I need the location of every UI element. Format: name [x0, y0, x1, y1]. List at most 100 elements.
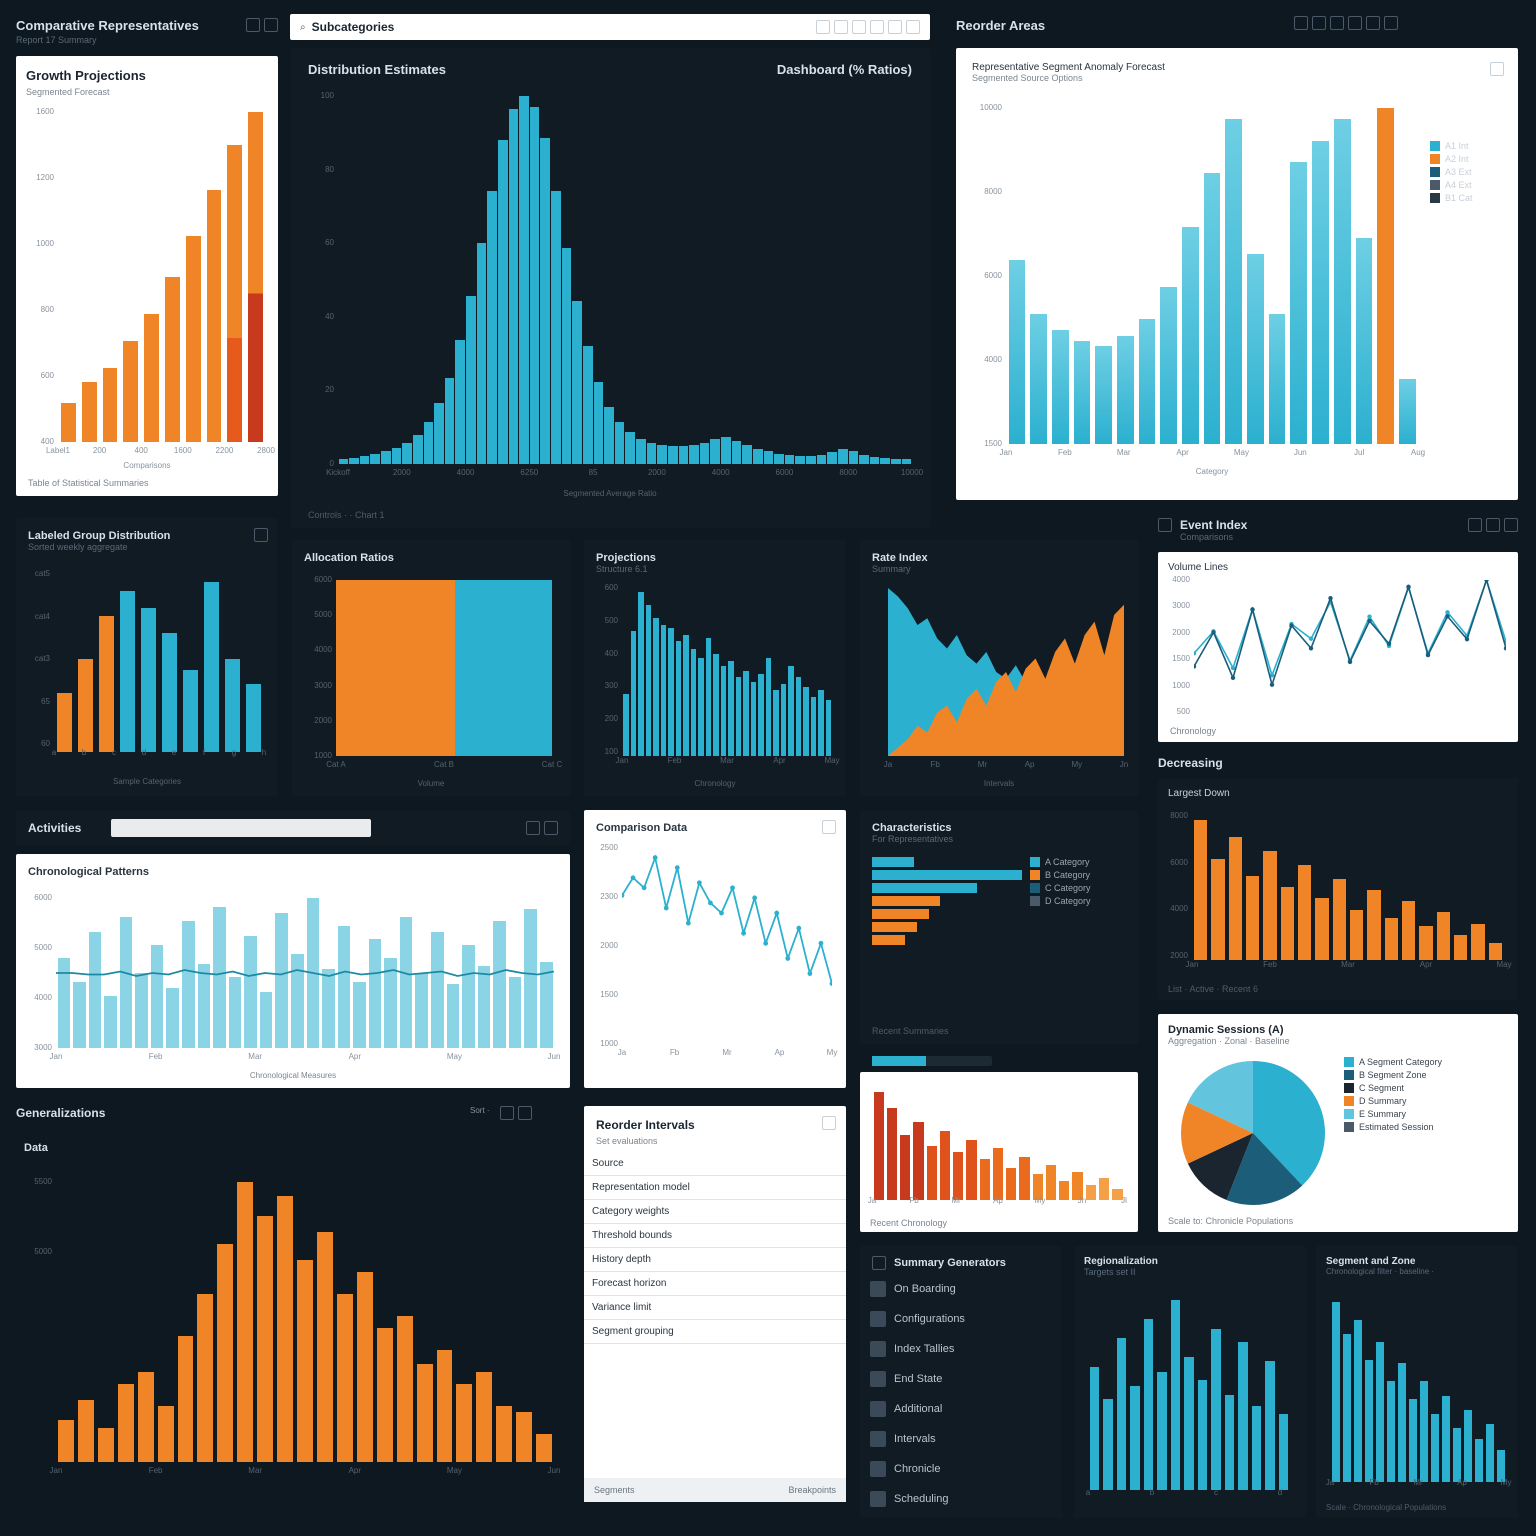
pie-title: Dynamic Sessions (A) — [1168, 1024, 1508, 1036]
grid-icon[interactable] — [888, 20, 902, 34]
activ-copy-icon[interactable] — [544, 821, 558, 835]
hist2-title: Data — [16, 1134, 570, 1154]
split-title: Allocation Ratios — [304, 552, 558, 564]
save-icon[interactable] — [1330, 16, 1344, 30]
small-bars — [1088, 1300, 1290, 1490]
table-row[interactable]: Representation model — [584, 1176, 846, 1200]
filter-icon[interactable] — [246, 18, 260, 32]
search-icon: ⌕ — [300, 22, 306, 33]
reorder-legend: A1 IntA2 IntA3 ExtA4 ExtB1 Cat — [1430, 138, 1504, 206]
ev-sub: Comparisons — [1180, 532, 1518, 542]
decr-heading: Decreasing — [1158, 756, 1223, 770]
ev-icon[interactable] — [1158, 518, 1172, 532]
progress-track — [872, 1056, 992, 1066]
spark-chart — [1194, 580, 1506, 712]
diverge-chart — [888, 588, 1124, 756]
table-foot-0: Segments — [594, 1485, 635, 1495]
lbar-xtitle: Sample Categories — [16, 777, 278, 786]
progress-fill — [872, 1056, 926, 1066]
growth-sub: Segmented Forecast — [26, 87, 268, 97]
download-icon[interactable] — [816, 20, 830, 34]
lbar-more-icon[interactable] — [254, 528, 268, 542]
reorder-more-icon[interactable] — [1490, 62, 1504, 76]
table-panel: Reorder Intervals Set evaluations Source… — [584, 1106, 846, 1502]
table-more-icon[interactable] — [822, 1116, 836, 1130]
settings-icon[interactable] — [264, 18, 278, 32]
ev-c-icon[interactable] — [1504, 518, 1518, 532]
decr-footer: List · Active · Recent 6 — [1168, 984, 1258, 994]
table-row[interactable]: Variance limit — [584, 1296, 846, 1320]
barsm2-footer: Scale · Chronological Populations — [1326, 1503, 1446, 1512]
refresh-icon[interactable] — [870, 20, 884, 34]
barsm2-bars — [1330, 1302, 1506, 1482]
hist2-panel: Data 55005000JanFebMarAprMayJun — [16, 1134, 570, 1502]
more-icon[interactable] — [1384, 16, 1398, 30]
header-sub-1: Report 17 Summary — [16, 35, 256, 45]
add-icon-2[interactable] — [1348, 16, 1362, 30]
split-xtitle: Volume — [292, 779, 570, 788]
combo-xtitle: Chronological Measures — [16, 1071, 570, 1080]
add-icon[interactable] — [852, 20, 866, 34]
barsm-panel-2: Segment and Zone Chronological filter · … — [1316, 1246, 1518, 1518]
menu-item[interactable]: Intervals — [860, 1424, 1062, 1454]
lbar-title: Labeled Group Distribution — [28, 530, 266, 542]
decline-panel: Projections Structure 6.1 Chronology 600… — [584, 540, 846, 796]
divg-xtitle: Intervals — [860, 779, 1138, 788]
barsm2-sub: Chronological filter · baseline · — [1326, 1267, 1508, 1276]
reorder-sub2: Segmented Source Options — [972, 73, 1502, 83]
tsl-more-icon[interactable] — [822, 820, 836, 834]
tsline-panel: Comparison Data 25002300200015001000JaFb… — [584, 810, 846, 1088]
table-row[interactable]: Forecast horizon — [584, 1272, 846, 1296]
pie-sub: Aggregation · Zonal · Baseline — [1168, 1036, 1508, 1046]
ev-title: Event Index — [1180, 518, 1247, 532]
small-sub: Targets set II — [1084, 1267, 1296, 1277]
hbar-panel: Characteristics For Representatives A Ca… — [860, 810, 1138, 1044]
dist-title-r: Dashboard (% Ratios) — [777, 62, 912, 77]
ev-a-icon[interactable] — [1468, 518, 1482, 532]
split-panel: Allocation Ratios Volume 600050004000300… — [292, 540, 570, 796]
copy-icon[interactable] — [1312, 16, 1326, 30]
menu-title: Summary Generators — [894, 1257, 1006, 1269]
dist-bars — [338, 96, 912, 464]
menu-item[interactable]: Additional — [860, 1394, 1062, 1424]
table-row[interactable]: Threshold bounds — [584, 1224, 846, 1248]
small-title: Regionalization — [1084, 1256, 1296, 1267]
lbar-bars — [54, 582, 264, 752]
table-row[interactable]: Source — [584, 1152, 846, 1176]
menu-item[interactable]: End State — [860, 1364, 1062, 1394]
divg-title: Rate Index — [872, 552, 1126, 564]
gen-b-icon[interactable] — [518, 1106, 532, 1120]
activ-input[interactable] — [111, 819, 371, 837]
growth-chart-panel: Growth Projections Segmented Forecast Co… — [16, 56, 278, 496]
menu-item[interactable]: Scheduling — [860, 1484, 1062, 1514]
activ-img-icon[interactable] — [526, 821, 540, 835]
labeled-bar-panel: Labeled Group Distribution Sorted weekly… — [16, 518, 278, 796]
activ-title: Activities — [28, 821, 81, 835]
menu-item[interactable]: Configurations — [860, 1304, 1062, 1334]
menu-item[interactable]: Chronicle — [860, 1454, 1062, 1484]
table-foot-2: Breakpoints — [788, 1485, 836, 1495]
table-row[interactable]: Category weights — [584, 1200, 846, 1224]
hbar-legend: A CategoryB CategoryC CategoryD Category — [1030, 854, 1126, 909]
menu-item[interactable]: Index Tallies — [860, 1334, 1062, 1364]
menu-item[interactable]: On Boarding — [860, 1274, 1062, 1304]
menu-head-icon — [872, 1256, 886, 1270]
trash-icon[interactable] — [906, 20, 920, 34]
combo-panel: Chronological Patterns Chronological Mea… — [16, 854, 570, 1088]
pie-footer: Scale to: Chronicle Populations — [1168, 1216, 1293, 1226]
table-sub: Set evaluations — [596, 1136, 834, 1146]
gen-a-icon[interactable] — [500, 1106, 514, 1120]
growth-title: Growth Projections — [26, 68, 268, 83]
table-rows: SourceRepresentation modelCategory weigh… — [584, 1152, 846, 1344]
grad-sub: Recent Chronology — [870, 1218, 947, 1228]
lbar-sub: Sorted weekly aggregate — [28, 542, 266, 552]
ev-b-icon[interactable] — [1486, 518, 1500, 532]
table-row[interactable]: Segment grouping — [584, 1320, 846, 1344]
reorder-sub1: Representative Segment Anomaly Forecast — [972, 62, 1502, 73]
chevron-icon[interactable] — [1294, 16, 1308, 30]
bar-chart-icon[interactable] — [834, 20, 848, 34]
gradbar-panel: Recent Chronology JaFbMrApMyJnJl — [860, 1072, 1138, 1232]
table-row[interactable]: History depth — [584, 1248, 846, 1272]
table-footer: Segments Breakpoints — [584, 1478, 846, 1502]
grid-icon-2[interactable] — [1366, 16, 1380, 30]
